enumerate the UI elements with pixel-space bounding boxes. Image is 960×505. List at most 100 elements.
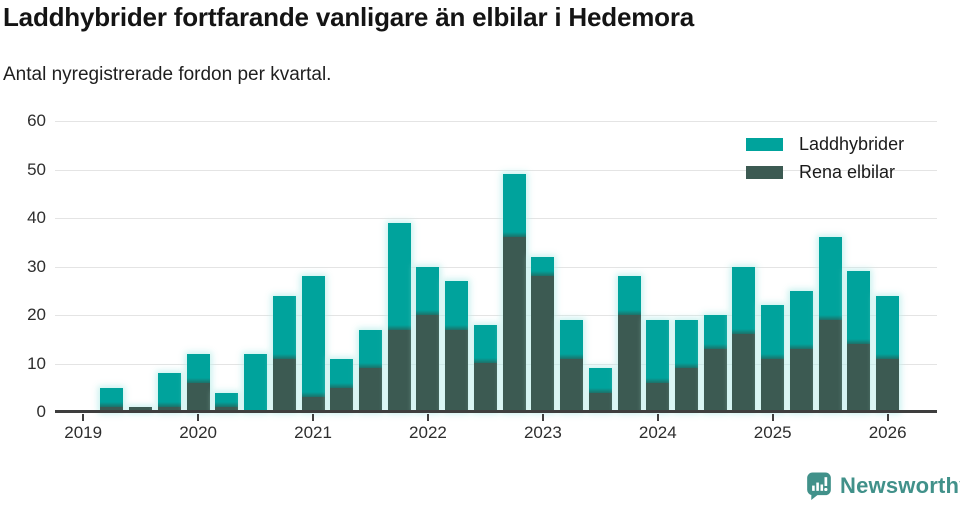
bar-2024-q3	[703, 315, 727, 412]
y-axis-label-30: 30	[27, 256, 46, 276]
bar-2023-q4	[617, 276, 641, 412]
bar-segment-rena-elbilar	[473, 363, 497, 412]
x-axis-tick-2026	[886, 414, 889, 421]
bar-segment-rena-elbilar	[330, 387, 354, 412]
bar-segment-laddhybrider	[330, 358, 354, 388]
bar-segment-rena-elbilar	[272, 358, 296, 412]
y-axis-label-20: 20	[27, 305, 46, 324]
bar-2021-q3	[359, 329, 382, 412]
bar-segment-laddhybrider	[445, 281, 469, 330]
bar-segment-laddhybrider	[215, 392, 239, 408]
bar-2025-q1	[761, 305, 785, 412]
bar-2022-q1	[416, 266, 440, 412]
bar-segment-rena-elbilar	[732, 334, 756, 412]
y-axis-label-60: 60	[27, 111, 46, 130]
x-axis-tick-2023	[541, 414, 544, 421]
bar-segment-rena-elbilar	[617, 314, 641, 412]
bar-segment-laddhybrider	[531, 256, 555, 277]
bar-segment-laddhybrider	[675, 319, 699, 369]
bar-segment-rena-elbilar	[129, 407, 153, 412]
bar-2025-q2	[789, 290, 813, 412]
bar-segment-laddhybrider	[789, 290, 813, 349]
bar-segment-rena-elbilar	[301, 397, 325, 412]
bar-2022-q3	[473, 324, 497, 412]
x-axis-label-2022: 2022	[409, 423, 447, 442]
bar-2020-q4	[272, 295, 296, 412]
gridline-y-40	[55, 218, 937, 219]
newsworthy-logo[interactable]: Newsworthy	[806, 472, 960, 500]
bar-segment-laddhybrider	[876, 295, 900, 359]
bar-segment-rena-elbilar	[416, 315, 440, 412]
bar-segment-laddhybrider	[416, 266, 440, 315]
bar-segment-rena-elbilar	[100, 407, 124, 412]
bar-2020-q2	[215, 392, 239, 412]
bar-segment-rena-elbilar	[818, 319, 842, 412]
bar-2020-q1	[186, 353, 210, 412]
bar-segment-laddhybrider	[301, 276, 325, 398]
x-axis-tick-2020	[197, 414, 200, 421]
bar-segment-laddhybrider	[617, 276, 641, 315]
x-axis-label-2019: 2019	[64, 423, 103, 442]
bar-segment-rena-elbilar	[789, 348, 813, 412]
bar-segment-rena-elbilar	[560, 358, 584, 412]
x-axis-tick-2021	[312, 414, 315, 421]
bar-segment-rena-elbilar	[186, 382, 210, 412]
y-axis-label-0: 0	[36, 402, 46, 421]
bar-2019-q2	[100, 387, 124, 412]
bar-2023-q3	[588, 368, 612, 412]
bar-segment-laddhybrider	[272, 295, 296, 359]
newsworthy-logo-text: Newsworthy	[840, 473, 960, 498]
x-axis-tick-2022	[426, 414, 429, 421]
bar-segment-rena-elbilar	[445, 329, 469, 412]
bar-2019-q4	[157, 373, 181, 412]
gridline-y-60	[55, 121, 937, 122]
bar-segment-laddhybrider	[646, 319, 670, 383]
bar-segment-laddhybrider	[847, 271, 871, 345]
x-axis-line	[55, 410, 937, 413]
bar-2022-q2	[445, 281, 469, 412]
bar-segment-rena-elbilar	[502, 237, 526, 412]
bar-segment-rena-elbilar	[761, 358, 785, 412]
y-axis-label-50: 50	[27, 159, 46, 179]
bar-2022-q4	[502, 174, 526, 412]
x-axis-label-2021: 2021	[294, 423, 332, 442]
bar-segment-laddhybrider	[818, 237, 842, 320]
bar-segment-laddhybrider	[703, 315, 727, 349]
bar-segment-laddhybrider	[359, 329, 382, 369]
bar-2019-q3	[129, 407, 153, 412]
x-axis-label-2026: 2026	[868, 423, 907, 442]
bar-segment-laddhybrider	[502, 174, 526, 238]
bar-segment-rena-elbilar	[646, 382, 670, 412]
x-axis-label-2025: 2025	[753, 423, 792, 442]
bar-segment-rena-elbilar	[531, 276, 555, 412]
bar-segment-laddhybrider	[732, 266, 756, 335]
bar-segment-rena-elbilar	[847, 344, 871, 412]
bar-segment-laddhybrider	[100, 387, 124, 408]
bar-segment-rena-elbilar	[876, 358, 900, 412]
legend-swatch-laddhybrider	[746, 137, 783, 151]
bar-segment-laddhybrider	[387, 222, 411, 330]
bar-segment-laddhybrider	[560, 319, 584, 359]
bar-segment-rena-elbilar	[359, 368, 382, 412]
y-axis-label-10: 10	[27, 353, 46, 373]
gridline-y-30	[55, 266, 937, 268]
chart-subtitle: Antal nyregistrerade fordon per kvartal.	[3, 64, 332, 85]
page-title: Laddhybrider fortfarande vanligare än el…	[3, 2, 694, 32]
bar-2020-q3	[244, 353, 268, 412]
chart-bubble-icon	[807, 472, 831, 500]
bar-2024-q2	[675, 319, 699, 412]
x-axis-label-2023: 2023	[523, 423, 562, 442]
bar-2024-q1	[646, 319, 670, 412]
bar-2025-q3	[818, 237, 842, 412]
legend-item-rena-elbilar: Rena elbilar	[746, 162, 904, 182]
gridline-y-20	[55, 315, 937, 316]
legend-item-laddhybrider: Laddhybrider	[746, 134, 904, 154]
bar-segment-laddhybrider	[473, 324, 497, 364]
bar-segment-rena-elbilar	[588, 392, 612, 412]
bar-segment-laddhybrider	[186, 353, 210, 383]
bar-2021-q4	[387, 222, 411, 412]
bar-2025-q4	[847, 271, 871, 412]
y-axis-label-40: 40	[27, 208, 46, 227]
legend: Laddhybrider Rena elbilar	[746, 134, 904, 193]
x-axis-tick-2025	[771, 414, 774, 421]
